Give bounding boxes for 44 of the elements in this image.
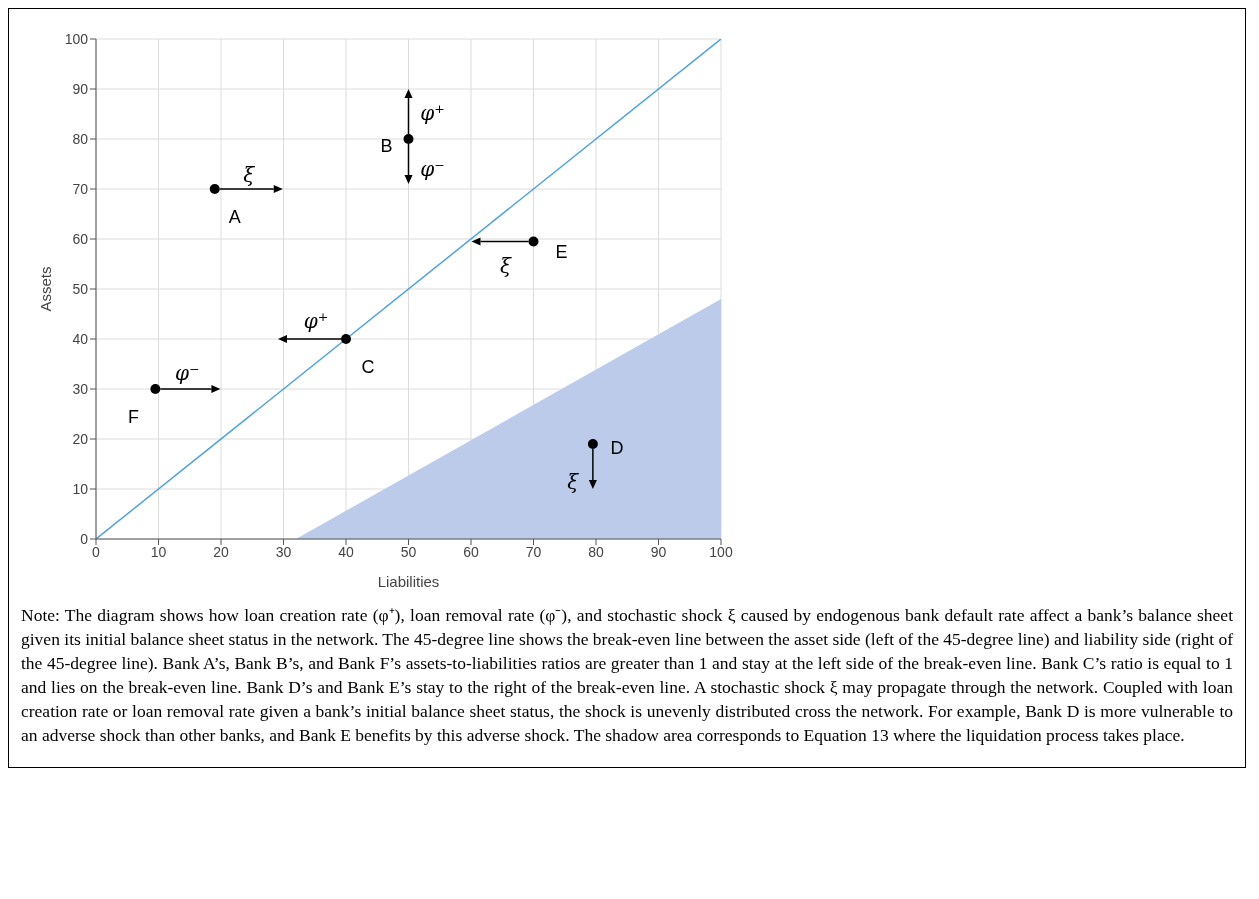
annotation: φ⁻ (175, 361, 200, 385)
point (150, 384, 161, 394)
annotation: C (361, 357, 375, 377)
annotation: E (555, 241, 568, 262)
x-tick-label: 100 (709, 543, 733, 560)
y-tick-label: 80 (72, 130, 89, 147)
y-tick-label: 90 (72, 80, 89, 97)
x-tick-label: 60 (463, 543, 479, 560)
annotation: A (228, 207, 241, 227)
point (341, 334, 351, 344)
x-tick-label: 10 (150, 543, 167, 560)
x-tick-label: 90 (650, 543, 667, 560)
y-tick-label: 100 (64, 30, 89, 47)
x-tick-label: 0 (92, 543, 101, 560)
x-tick-label: 40 (338, 543, 354, 560)
point (528, 236, 539, 247)
annotation: ξ (243, 163, 256, 187)
annotation: ξ (499, 253, 512, 278)
x-tick-label: 80 (588, 543, 604, 560)
y-tick-label: 10 (72, 480, 89, 497)
point (209, 184, 220, 194)
point (403, 134, 414, 144)
x-tick-label: 50 (400, 543, 417, 560)
y-tick-label: 60 (72, 230, 89, 247)
x-tick-label: 70 (525, 543, 542, 560)
y-tick-label: 40 (72, 330, 89, 347)
y-tick-label: 50 (72, 280, 89, 297)
y-tick-label: 0 (80, 530, 89, 547)
x-axis-title: Liabilities (377, 573, 440, 590)
annotation: D (610, 438, 624, 458)
annotation: φ⁺ (420, 101, 445, 125)
text: Note: The diagram shows how loan creation rate (φ⁺), loan removal rate (φ⁻), and stochastic shock ξ caused by endogenous bank default rate affect a bank’s balance sheet given its initial balance sheet status in the network. The 45-degree line shows the break-even line between the asset side (left of the 45-degree line) and liability side (right of the 45-degree line). Bank A’s, Bank B’s, and Bank F’s assets-to-liabilities ratios are greater than 1 and stay at the left side of the break-even line. Bank C’s ratio is equal to 1 and lies on the break-even line. Bank D’s and Bank E’s stay to the right of the break-even line. A stochastic shock ξ may propagate through the network. Coupled with loan creation rate or loan removal rate given a bank’s initial balance sheet status, the shock is unevenly distributed cross the network. For example, Bank D is more vulnerable to an adverse shock than other banks, and Bank E benefits by this adverse shock. The shadow area corresponds to Equation 13 where the liquidation process takes place. (21, 604, 1233, 747)
y-tick-label: 20 (72, 430, 89, 447)
y-tick-label: 30 (72, 380, 89, 397)
annotation: B (380, 136, 393, 156)
annotation: F (127, 407, 139, 427)
x-tick-label: 30 (275, 543, 292, 560)
x-tick-label: 20 (213, 543, 229, 560)
annotation: φ⁺ (303, 309, 329, 333)
annotation: φ⁻ (420, 157, 445, 181)
annotation: ξ (567, 470, 580, 494)
y-tick-label: 70 (72, 180, 89, 197)
point (587, 439, 598, 449)
y-axis-title: Assets (37, 266, 55, 312)
